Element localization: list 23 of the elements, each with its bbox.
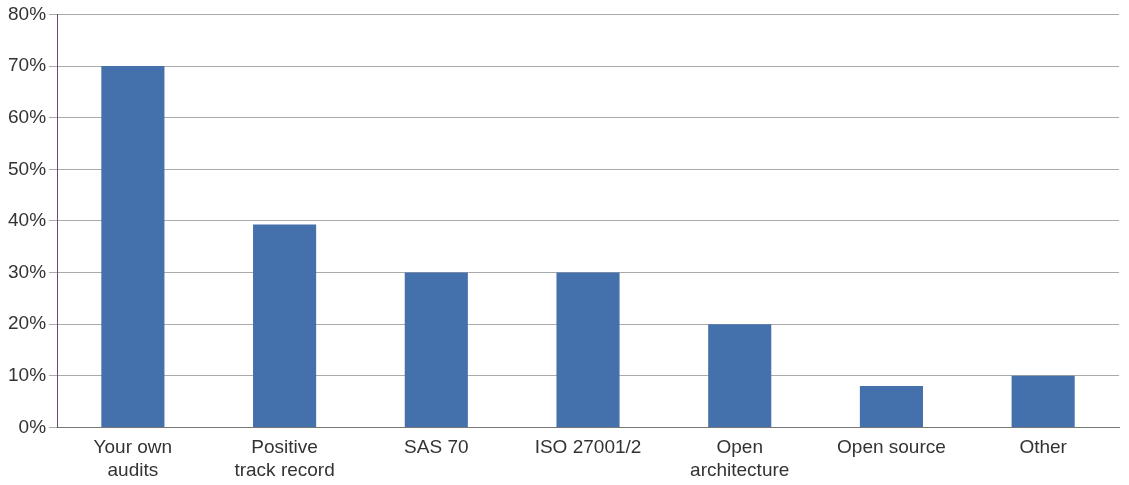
bar xyxy=(708,324,772,427)
bar xyxy=(253,224,317,427)
x-tick-label: Other xyxy=(1019,436,1068,458)
x-tick-label: Your own audits xyxy=(93,436,173,480)
y-tick-label: 10% xyxy=(8,364,47,386)
x-tick-label: Open architecture xyxy=(690,436,790,480)
y-tick-label: 50% xyxy=(8,157,47,179)
y-tick-label: 20% xyxy=(8,312,47,334)
x-tick-label: ISO 27001/2 xyxy=(534,436,642,458)
y-tick-label: 30% xyxy=(8,260,47,282)
bar xyxy=(859,386,923,427)
x-tick-label: SAS 70 xyxy=(404,436,469,458)
y-tick-label: 0% xyxy=(18,415,47,437)
x-tick-label: Open source xyxy=(837,436,946,458)
bar xyxy=(1011,375,1075,427)
bar xyxy=(101,66,165,427)
y-tick-label: 80% xyxy=(8,2,47,24)
bar xyxy=(404,272,468,427)
y-tick-label: 70% xyxy=(8,54,47,76)
y-tick-label: 40% xyxy=(8,209,47,231)
bar xyxy=(556,272,620,427)
y-tick-label: 60% xyxy=(8,105,47,127)
x-tick-label: Positive track record xyxy=(234,436,335,480)
